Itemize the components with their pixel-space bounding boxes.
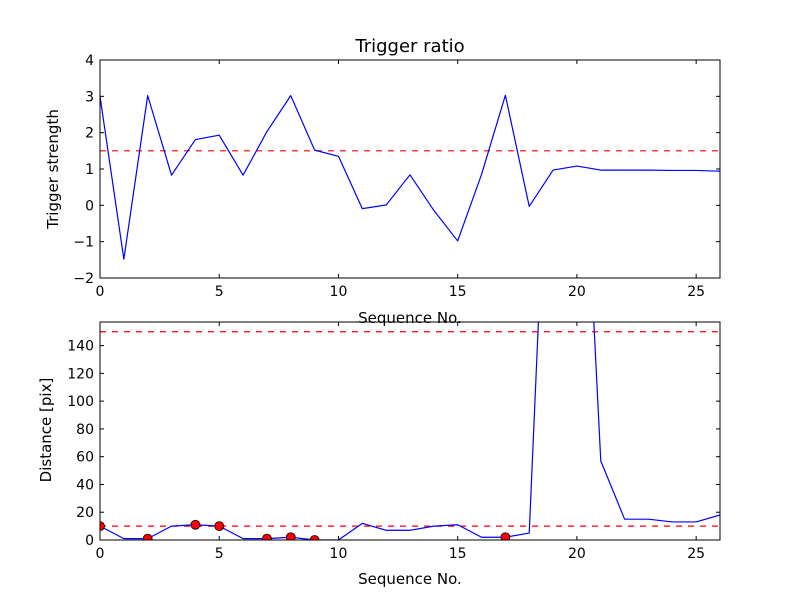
top-chart-xtick-label-1: 5 xyxy=(215,284,224,300)
top-chart-ytick-label-1: −1 xyxy=(73,235,94,251)
bottom-chart-marker-3 xyxy=(214,521,225,532)
top-chart-title: Trigger ratio xyxy=(354,36,464,57)
bottom-chart-marker-7 xyxy=(500,532,511,540)
bottom-chart-ytick-label-6: 120 xyxy=(67,366,94,382)
bottom-chart: Sequence No. Distance [pix] 0 5 10 15 20 25 0 2… xyxy=(37,321,721,588)
bottom-chart-xtick-label-4: 20 xyxy=(568,546,586,562)
bottom-chart-plot-area: 0 5 10 15 20 25 0 20 40 60 80 100 120 140 xyxy=(67,321,721,562)
top-chart-xtick-label-3: 15 xyxy=(449,284,467,300)
bottom-chart-ytick-label-2: 40 xyxy=(76,477,94,493)
top-chart-ytick-label-5: 3 xyxy=(85,89,94,105)
bottom-chart-marker-5 xyxy=(285,532,296,540)
bottom-chart-marker-4 xyxy=(262,533,272,540)
top-chart-xtick-label-0: 0 xyxy=(96,284,105,300)
bottom-chart-marker-6 xyxy=(309,535,320,540)
bottom-chart-series-line-0 xyxy=(100,322,720,540)
top-chart-ytick-label-2: 0 xyxy=(85,198,94,214)
top-chart-xtick-label-2: 10 xyxy=(330,284,348,300)
top-chart-ylabel: Trigger strength xyxy=(44,109,62,230)
bottom-chart-ylabel: Distance [pix] xyxy=(37,378,55,483)
top-chart-xlabel: Sequence No. xyxy=(358,309,462,327)
bottom-chart-xlabel: Sequence No. xyxy=(358,570,462,588)
bottom-chart-xtick-label-2: 10 xyxy=(330,546,348,562)
top-chart-series-line-0 xyxy=(100,94,720,260)
bottom-chart-xtick-label-5: 25 xyxy=(687,546,705,562)
bottom-chart-ytick-label-3: 60 xyxy=(76,450,94,466)
top-chart-plot-area: 0 5 10 15 20 25 −2 −1 0 1 2 3 4 xyxy=(73,53,721,300)
bottom-chart-xtick-label-0: 0 xyxy=(96,546,105,562)
bottom-chart-ytick-label-4: 80 xyxy=(76,422,94,438)
bottom-chart-xtick-label-1: 5 xyxy=(215,546,224,562)
bottom-chart-marker-2 xyxy=(190,519,201,530)
top-chart-xtick-label-4: 20 xyxy=(568,284,586,300)
bottom-chart-marker-1 xyxy=(142,533,153,540)
top-chart-ytick-label-4: 2 xyxy=(85,126,94,142)
bottom-chart-axes-frame xyxy=(99,321,721,541)
bottom-chart-ytick-label-7: 140 xyxy=(67,339,94,355)
bottom-chart-xtick-label-3: 15 xyxy=(449,546,467,562)
top-chart-ytick-label-3: 1 xyxy=(85,162,94,178)
top-chart-ytick-label-0: −2 xyxy=(73,271,94,287)
bottom-chart-ytick-label-5: 100 xyxy=(67,394,94,410)
top-chart-ytick-label-6: 4 xyxy=(85,53,94,69)
top-chart-xtick-label-5: 25 xyxy=(687,284,705,300)
bottom-chart-marker-0 xyxy=(100,521,105,532)
bottom-chart-ytick-label-1: 20 xyxy=(76,505,94,521)
bottom-chart-ytick-label-0: 0 xyxy=(85,533,94,549)
